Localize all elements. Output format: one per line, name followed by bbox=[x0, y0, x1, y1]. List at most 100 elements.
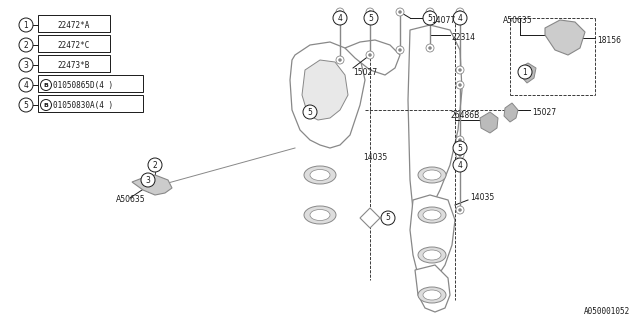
Circle shape bbox=[456, 66, 464, 74]
Text: B: B bbox=[44, 102, 49, 108]
Text: 3: 3 bbox=[24, 60, 28, 69]
Text: 5: 5 bbox=[385, 213, 390, 222]
Polygon shape bbox=[504, 103, 518, 122]
Circle shape bbox=[453, 11, 467, 25]
Text: 4: 4 bbox=[458, 13, 463, 22]
Circle shape bbox=[458, 209, 461, 212]
Text: 2: 2 bbox=[24, 41, 28, 50]
Circle shape bbox=[423, 11, 437, 25]
Text: 14077: 14077 bbox=[431, 15, 455, 25]
Polygon shape bbox=[302, 60, 348, 120]
Text: 5: 5 bbox=[428, 13, 433, 22]
Circle shape bbox=[456, 136, 464, 144]
Circle shape bbox=[369, 53, 371, 57]
Circle shape bbox=[458, 139, 461, 141]
Circle shape bbox=[333, 11, 347, 25]
Circle shape bbox=[303, 105, 317, 119]
Ellipse shape bbox=[310, 170, 330, 180]
Circle shape bbox=[399, 11, 401, 13]
Circle shape bbox=[518, 65, 532, 79]
Text: 4: 4 bbox=[337, 13, 342, 22]
Circle shape bbox=[426, 8, 434, 16]
Ellipse shape bbox=[423, 210, 441, 220]
Text: 5: 5 bbox=[458, 143, 463, 153]
Text: 1: 1 bbox=[24, 20, 28, 29]
Circle shape bbox=[399, 49, 401, 52]
Text: 18156: 18156 bbox=[597, 36, 621, 44]
Circle shape bbox=[141, 173, 155, 187]
Circle shape bbox=[426, 44, 434, 52]
Circle shape bbox=[453, 158, 467, 172]
Circle shape bbox=[456, 206, 464, 214]
Polygon shape bbox=[408, 25, 462, 220]
Circle shape bbox=[364, 11, 378, 25]
Text: 14035: 14035 bbox=[470, 194, 494, 203]
Circle shape bbox=[453, 141, 467, 155]
Ellipse shape bbox=[310, 210, 330, 220]
Circle shape bbox=[381, 211, 395, 225]
Circle shape bbox=[458, 84, 461, 86]
Text: 5: 5 bbox=[308, 108, 312, 116]
Circle shape bbox=[19, 98, 33, 112]
Text: 4: 4 bbox=[24, 81, 28, 90]
Circle shape bbox=[429, 11, 431, 13]
Circle shape bbox=[339, 11, 342, 13]
Polygon shape bbox=[520, 63, 536, 83]
Bar bbox=[38, 15, 110, 32]
Polygon shape bbox=[132, 175, 172, 195]
Circle shape bbox=[456, 8, 464, 16]
Circle shape bbox=[19, 58, 33, 72]
Text: 5: 5 bbox=[24, 100, 28, 109]
Polygon shape bbox=[480, 112, 498, 133]
Ellipse shape bbox=[304, 206, 336, 224]
Circle shape bbox=[458, 68, 461, 71]
Circle shape bbox=[458, 11, 461, 13]
Circle shape bbox=[366, 51, 374, 59]
Text: 01050865D(4 ): 01050865D(4 ) bbox=[53, 81, 113, 90]
Bar bbox=[38, 35, 110, 52]
Ellipse shape bbox=[418, 167, 446, 183]
Text: 22314: 22314 bbox=[451, 33, 475, 42]
Text: A50635: A50635 bbox=[503, 15, 532, 25]
Circle shape bbox=[396, 46, 404, 54]
Circle shape bbox=[148, 158, 162, 172]
Polygon shape bbox=[290, 42, 365, 148]
Text: 4: 4 bbox=[458, 161, 463, 170]
Text: 2: 2 bbox=[152, 161, 157, 170]
Circle shape bbox=[19, 38, 33, 52]
Polygon shape bbox=[415, 265, 450, 312]
Ellipse shape bbox=[304, 166, 336, 184]
Text: 5: 5 bbox=[369, 13, 373, 22]
Text: 22472*C: 22472*C bbox=[58, 41, 90, 50]
Text: B: B bbox=[44, 83, 49, 87]
Ellipse shape bbox=[418, 287, 446, 303]
Text: 1: 1 bbox=[523, 68, 527, 76]
Bar bbox=[38, 75, 143, 92]
Text: 26486B: 26486B bbox=[450, 110, 479, 119]
Circle shape bbox=[429, 46, 431, 50]
Text: 14035: 14035 bbox=[363, 153, 387, 162]
Polygon shape bbox=[545, 20, 585, 55]
Text: 15027: 15027 bbox=[353, 68, 377, 76]
Polygon shape bbox=[345, 40, 400, 75]
Circle shape bbox=[458, 154, 461, 156]
Ellipse shape bbox=[423, 290, 441, 300]
Ellipse shape bbox=[418, 207, 446, 223]
Text: 22472*A: 22472*A bbox=[58, 20, 90, 29]
Circle shape bbox=[456, 81, 464, 89]
Circle shape bbox=[19, 18, 33, 32]
Ellipse shape bbox=[418, 247, 446, 263]
Circle shape bbox=[456, 151, 464, 159]
Text: 3: 3 bbox=[145, 175, 150, 185]
Text: A50635: A50635 bbox=[116, 196, 146, 204]
Circle shape bbox=[336, 8, 344, 16]
Ellipse shape bbox=[423, 250, 441, 260]
Polygon shape bbox=[410, 195, 455, 285]
Text: 22473*B: 22473*B bbox=[58, 60, 90, 69]
Polygon shape bbox=[360, 208, 380, 228]
Text: A050001052: A050001052 bbox=[584, 308, 630, 316]
Circle shape bbox=[19, 78, 33, 92]
Bar bbox=[38, 95, 143, 112]
Bar bbox=[38, 55, 110, 72]
Ellipse shape bbox=[423, 170, 441, 180]
